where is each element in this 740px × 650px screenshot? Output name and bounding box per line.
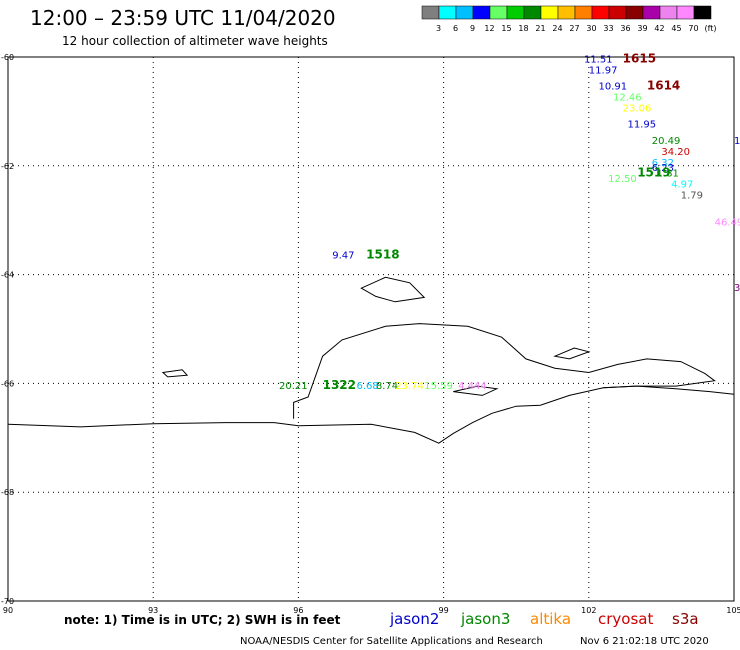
colorbar-swatch [455, 5, 474, 20]
y-tick-label: -68 [1, 488, 14, 497]
y-tick-label: -60 [1, 53, 14, 62]
swh-value-label: 34.20 [661, 147, 690, 158]
swh-value-label: 23.74 [395, 381, 424, 392]
swh-value-label: 11.95 [628, 120, 657, 131]
swh-value-label: 20.49 [652, 136, 681, 147]
colorbar-swatch [523, 5, 542, 20]
island-outline [553, 347, 591, 360]
y-tick-label: -64 [1, 271, 14, 280]
swh-value-label: 1.79 [681, 190, 703, 201]
swh-value-label: 8.74 [376, 381, 398, 392]
colorbar-swatch [472, 5, 491, 20]
island-outline [360, 276, 426, 303]
colorbar-label: 42 [654, 24, 664, 33]
colorbar-label: 70 [688, 24, 698, 33]
satellite-legend-jason3: jason3 [460, 610, 510, 628]
swh-value-label: 6.68 [356, 381, 378, 392]
colorbar-swatch [574, 5, 593, 20]
x-tick-label: 96 [293, 606, 303, 615]
coastline [7, 276, 735, 444]
y-tick-label: -62 [1, 162, 14, 171]
swh-value-label: 12.50 [608, 174, 637, 185]
colorbar-swatch [438, 5, 457, 20]
x-tick-label: 90 [3, 606, 13, 615]
colorbar-swatch [676, 5, 695, 20]
time-label: 1518 [366, 247, 399, 261]
swh-value-label: 6.32 [652, 158, 674, 169]
colorbar-label: 18 [518, 24, 528, 33]
timestamp-text: Nov 6 21:02:18 UTC 2020 [580, 636, 709, 647]
coastline-segment [7, 385, 735, 444]
colorbar-label: 12 [484, 24, 494, 33]
colorbar-swatch [659, 5, 678, 20]
colorbar-label: 45 [671, 24, 681, 33]
island-outline [161, 369, 189, 378]
swh-value-label: 11.97 [589, 65, 618, 76]
satellite-legend-s3a: s3a [672, 610, 699, 628]
island-outline [453, 385, 499, 396]
x-tick-label: 99 [439, 606, 449, 615]
time-label: 1519 [637, 166, 670, 180]
swh-value-label: 20.21 [279, 381, 308, 392]
colorbar-swatch [506, 5, 525, 20]
colorbar-swatch [642, 5, 661, 20]
swh-value-label: 10.91 [598, 82, 627, 93]
colorbar-swatch [608, 5, 627, 20]
x-tick-label: 105 [726, 606, 740, 615]
swh-value-label: 15.59 [424, 381, 453, 392]
colorbar-label: 9 [470, 24, 475, 33]
colorbar-label: 21 [535, 24, 545, 33]
swh-value-label: 10.4 [734, 136, 740, 147]
credit-text: NOAA/NESDIS Center for Satellite Applica… [240, 636, 543, 647]
coastline-segment [293, 323, 716, 419]
swh-value-label: 46.49 [715, 218, 740, 229]
colorbar-label: 39 [637, 24, 647, 33]
gridlines [8, 57, 734, 601]
swh-value-label: 23.06 [623, 103, 652, 114]
time-label: 1614 [647, 79, 680, 93]
x-tick-label: 102 [581, 606, 596, 615]
colorbar-swatch [591, 5, 610, 20]
swh-value-label: 12.46 [613, 93, 642, 104]
colorbar-label: 27 [569, 24, 579, 33]
axis-tick-labels: 90 93 96 99 102 105 -60 -62 -64 -66 -68 -70 [1, 53, 740, 615]
y-tick-label: -66 [1, 379, 14, 388]
time-label: 1615 [623, 51, 656, 65]
colorbar-swatch [540, 5, 559, 20]
satellite-legend-cryosat: cryosat [598, 610, 653, 628]
swh-value-label: 4.444 [458, 381, 487, 392]
swh-value-label: 6.23 [652, 163, 674, 174]
swh-value-label: 1.81 [657, 169, 679, 180]
satellite-legend: jason2 jason3 altika cryosat s3a [389, 610, 699, 628]
x-tick-label: 93 [148, 606, 158, 615]
swh-value-label: 39 [734, 283, 740, 294]
colorbar-swatch [489, 5, 508, 20]
chart-subtitle: 12 hour collection of altimeter wave hei… [62, 34, 328, 48]
colorbar-label: 24 [552, 24, 562, 33]
colorbar-label: 30 [586, 24, 596, 33]
colorbar-label: 36 [620, 24, 630, 33]
colorbar-label: (ft) [704, 24, 716, 33]
colorbar-label: 33 [603, 24, 613, 33]
colorbar-legend: 3 6 9 12 15 18 21 24 27 30 33 36 39 42 45 70 (ft) [421, 5, 717, 33]
swh-value-label: 4.97 [671, 180, 693, 191]
colorbar-label: 3 [436, 24, 441, 33]
satellite-legend-jason2: jason2 [389, 610, 439, 628]
colorbar-swatch [625, 5, 644, 20]
colorbar-label: 6 [453, 24, 458, 33]
colorbar-swatch [693, 5, 712, 20]
satellite-legend-altika: altika [530, 610, 571, 628]
colorbar-label: 15 [501, 24, 511, 33]
units-note: note: 1) Time is in UTC; 2) SWH is in fe… [64, 613, 341, 627]
map-frame [7, 56, 735, 602]
swh-value-label: 9.47 [332, 250, 354, 261]
colorbar-swatch [557, 5, 576, 20]
time-label: 1322 [323, 378, 356, 392]
swh-value-label: 11.51 [584, 54, 613, 65]
colorbar-swatch [421, 5, 440, 20]
y-tick-label: -70 [1, 597, 14, 606]
chart-title: 12:00 – 23:59 UTC 11/04/2020 [30, 6, 336, 30]
